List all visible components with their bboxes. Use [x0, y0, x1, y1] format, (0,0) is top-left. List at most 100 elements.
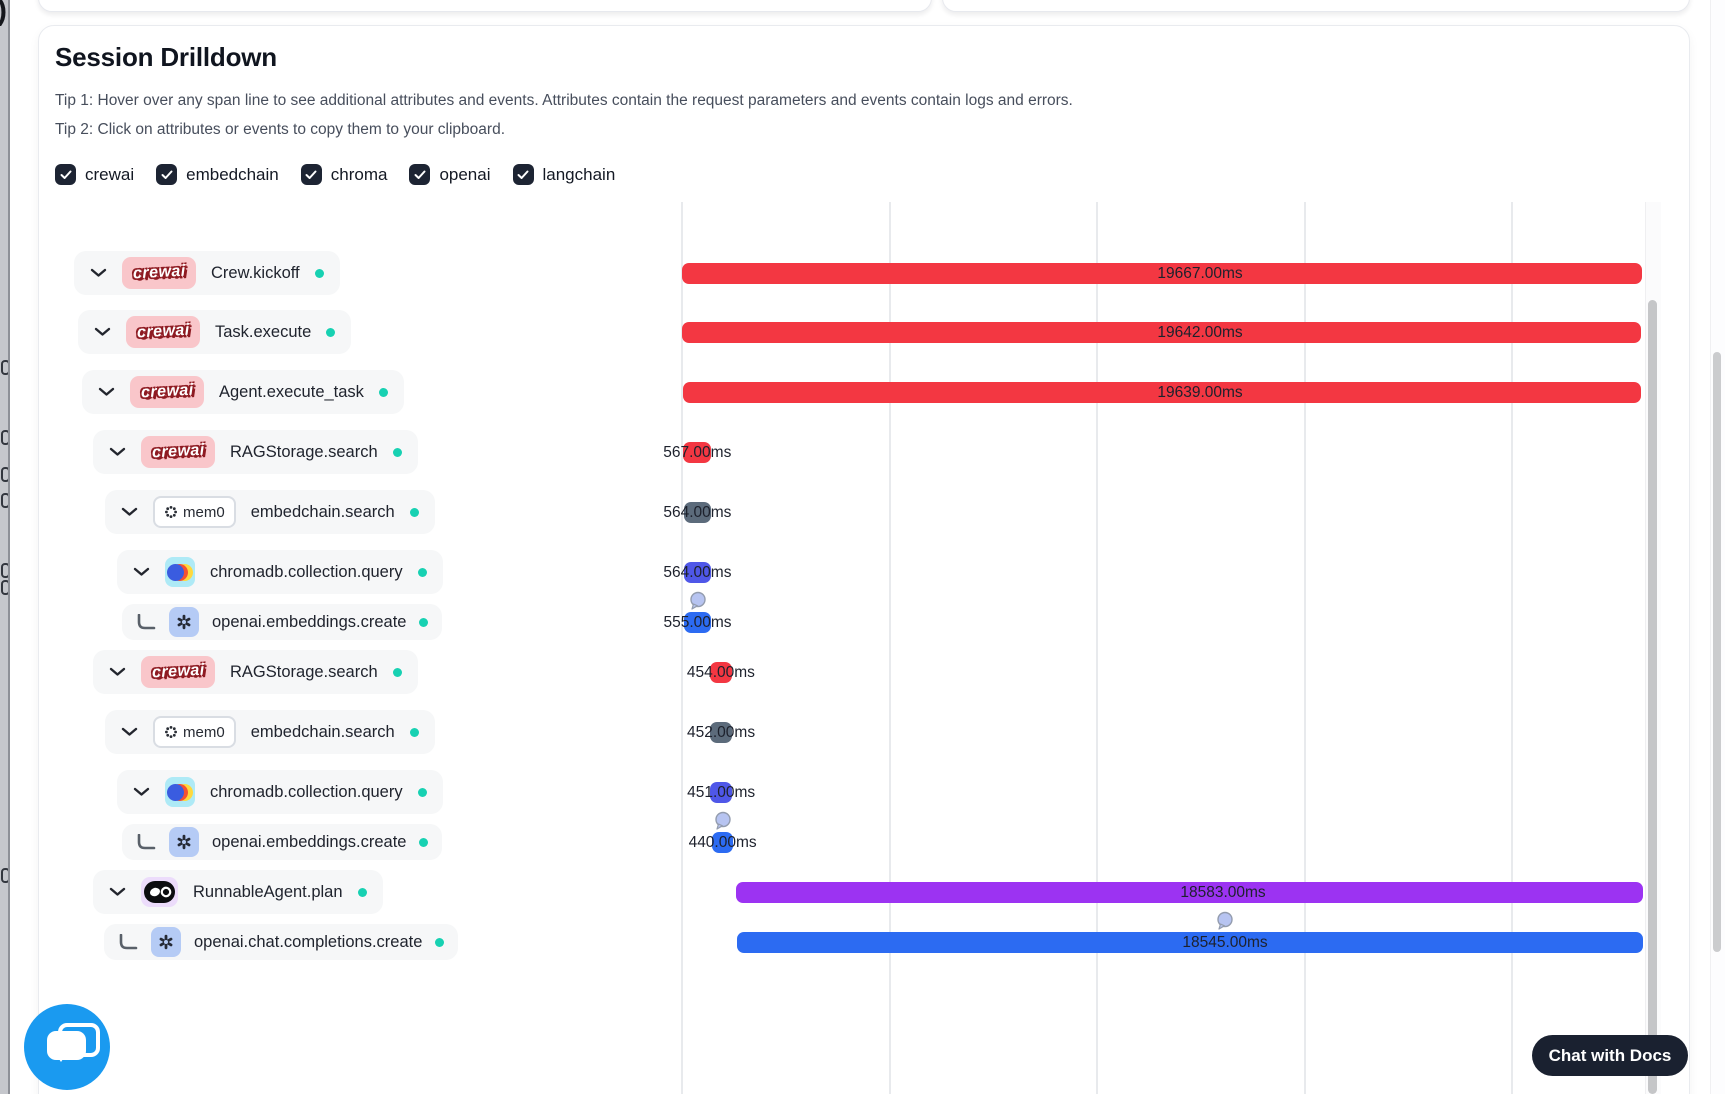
chevron-down-icon[interactable]: [121, 507, 138, 517]
checkbox-checked-icon[interactable]: [300, 164, 322, 185]
tip-1-text: Tip 1: Hover over any span line to see a…: [55, 92, 1073, 109]
span-name: RunnableAgent.plan: [193, 882, 343, 901]
status-dot: [392, 447, 402, 457]
span-row-openai.chat.completions.create[interactable]: openai.chat.completions.create: [104, 924, 459, 960]
duration-label: 564.00ms: [663, 563, 732, 581]
span-bar-embedchain.search[interactable]: [683, 501, 712, 523]
span-bar-RunnableAgent.plan[interactable]: [735, 881, 1644, 903]
mem0-logo-icon: mem0: [153, 716, 236, 748]
span-row-chromadb.collection.query[interactable]: chromadb.collection.query: [117, 550, 443, 594]
span-row-Crew.kickoff[interactable]: crewai Crew.kickoff: [74, 251, 340, 295]
span-bar-openai.chat.completions.create[interactable]: [737, 931, 1643, 953]
duration-label: 19642.00ms: [1157, 323, 1243, 341]
tip-2-text: Tip 2: Click on attributes or events to …: [55, 121, 505, 138]
langchain-logo-icon: [141, 877, 178, 907]
clipped-glyph-fragment: [1, 493, 8, 508]
top-card-left: [38, 0, 932, 12]
status-dot: [417, 567, 427, 577]
span-bar-embedchain.search[interactable]: [710, 721, 733, 743]
duration-label: 555.00ms: [663, 613, 732, 631]
chart-scrollbar-thumb[interactable]: [1648, 300, 1657, 1094]
chroma-logo-icon: [165, 777, 195, 807]
span-name: RAGStorage.search: [230, 442, 378, 461]
openai-logo-icon: [169, 827, 199, 857]
checkbox-checked-icon[interactable]: [512, 164, 534, 185]
filter-label: openai: [439, 164, 491, 184]
duration-label: 454.00ms: [686, 663, 755, 681]
span-bar-Agent.execute_task[interactable]: [682, 381, 1642, 403]
chat-with-docs-button[interactable]: Chat with Docs: [1532, 1035, 1688, 1076]
gridline: [1096, 202, 1098, 1094]
span-name: openai.embeddings.create: [212, 832, 407, 851]
top-card-right: [942, 0, 1690, 12]
crewai-logo-icon: crewai: [122, 257, 196, 289]
gridline: [1511, 202, 1513, 1094]
span-bar-RAGStorage.search[interactable]: [709, 661, 732, 683]
gridline: [681, 202, 683, 1094]
gridline: [888, 202, 891, 1094]
chevron-down-icon[interactable]: [109, 447, 126, 457]
chevron-down-icon[interactable]: [133, 787, 150, 797]
duration-label: 19639.00ms: [1157, 383, 1243, 401]
event-bubble-icon[interactable]: [1216, 911, 1234, 930]
filter-checkbox-crewai[interactable]: crewai: [55, 164, 134, 185]
page-scrollbar-thumb[interactable]: [1713, 352, 1721, 952]
span-row-embedchain.search[interactable]: mem0 embedchain.search: [105, 710, 435, 754]
chevron-down-icon[interactable]: [94, 327, 111, 337]
duration-label: 452.00ms: [687, 723, 756, 741]
chroma-logo-icon: [165, 557, 195, 587]
chevron-down-icon[interactable]: [98, 387, 115, 397]
span-row-RAGStorage.search[interactable]: crewai RAGStorage.search: [93, 430, 418, 474]
span-row-openai.embeddings.create[interactable]: openai.embeddings.create: [122, 604, 443, 640]
duration-label: 440.00ms: [688, 833, 757, 851]
filter-checkbox-langchain[interactable]: langchain: [512, 164, 615, 185]
filter-checkbox-embedchain[interactable]: embedchain: [156, 164, 279, 185]
span-bar-openai.embeddings.create[interactable]: [711, 831, 734, 853]
checkbox-checked-icon[interactable]: [55, 164, 76, 185]
chevron-down-icon[interactable]: [133, 567, 150, 577]
status-dot: [419, 617, 429, 627]
tree-elbow-icon: [119, 933, 138, 949]
status-dot: [357, 887, 367, 897]
span-bar-chromadb.collection.query[interactable]: [710, 781, 733, 803]
span-row-Task.execute[interactable]: crewai Task.execute: [78, 310, 352, 354]
span-row-chromadb.collection.query[interactable]: chromadb.collection.query: [117, 770, 443, 814]
span-row-RunnableAgent.plan[interactable]: RunnableAgent.plan: [93, 870, 383, 914]
span-bar-RAGStorage.search[interactable]: [683, 441, 712, 463]
duration-label: 567.00ms: [663, 443, 732, 461]
status-dot: [409, 727, 419, 737]
filter-checkbox-chroma[interactable]: chroma: [300, 164, 387, 185]
event-bubble-icon[interactable]: [714, 811, 732, 830]
span-name: openai.chat.completions.create: [194, 932, 423, 951]
status-dot: [378, 387, 388, 397]
status-dot: [435, 937, 445, 947]
span-name: embedchain.search: [250, 722, 395, 741]
chevron-down-icon[interactable]: [90, 268, 107, 278]
clipped-glyph-fragment: [1, 360, 8, 375]
span-row-embedchain.search[interactable]: mem0 embedchain.search: [105, 490, 435, 534]
duration-label: 18583.00ms: [1180, 883, 1266, 901]
status-dot: [409, 507, 419, 517]
status-dot: [419, 837, 429, 847]
chevron-down-icon[interactable]: [109, 667, 126, 677]
checkbox-checked-icon[interactable]: [409, 164, 431, 185]
clipped-glyph-fragment: [1, 430, 8, 445]
span-bar-Task.execute[interactable]: [682, 321, 1642, 343]
span-bar-openai.embeddings.create[interactable]: [683, 611, 712, 633]
chevron-down-icon[interactable]: [109, 887, 126, 897]
page-title: Session Drilldown: [55, 42, 277, 72]
checkbox-checked-icon[interactable]: [156, 164, 178, 185]
span-row-openai.embeddings.create[interactable]: openai.embeddings.create: [122, 824, 443, 860]
span-row-RAGStorage.search[interactable]: crewai RAGStorage.search: [93, 650, 418, 694]
span-bar-chromadb.collection.query[interactable]: [683, 561, 712, 583]
filter-checkbox-openai[interactable]: openai: [409, 164, 491, 185]
span-name: Agent.execute_task: [219, 382, 364, 401]
event-bubble-icon[interactable]: [689, 591, 707, 610]
chevron-down-icon[interactable]: [121, 727, 138, 737]
span-row-Agent.execute_task[interactable]: crewai Agent.execute_task: [82, 370, 404, 414]
chat-widget-button[interactable]: [24, 1004, 110, 1090]
filter-label: embedchain: [186, 164, 279, 184]
duration-label: 564.00ms: [663, 503, 732, 521]
span-bar-Crew.kickoff[interactable]: [682, 262, 1643, 284]
